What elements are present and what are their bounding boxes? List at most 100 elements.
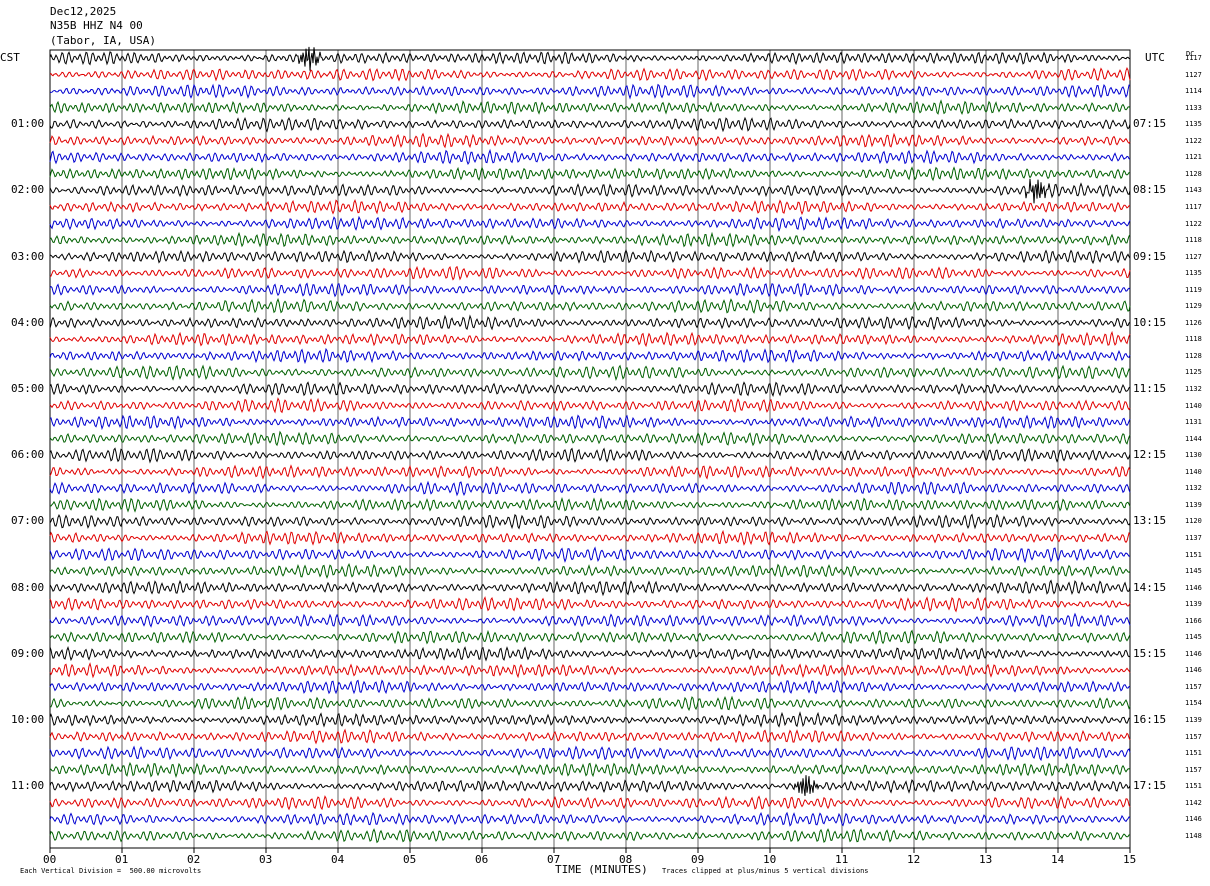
utc-time-label: 13:15 <box>1133 514 1167 528</box>
dc-offset-label: 1128 <box>1185 351 1202 360</box>
x-tick-label: 01 <box>115 853 129 866</box>
dc-offset-label: 1145 <box>1185 633 1202 642</box>
seismic-trace-row <box>49 397 1131 414</box>
seismic-trace-row <box>49 330 1131 348</box>
dc-offset-label: 1139 <box>1185 600 1202 609</box>
dc-offset-label: 1151 <box>1185 782 1202 791</box>
seismic-trace-row <box>49 513 1131 530</box>
dc-offset-label: 1166 <box>1185 616 1202 625</box>
dc-offset-label: 1154 <box>1185 699 1202 708</box>
location-label: (Tabor, IA, USA) <box>50 34 156 47</box>
seismic-trace-row <box>49 148 1131 165</box>
utc-time-label: 16:15 <box>1133 713 1167 726</box>
seismic-trace-row <box>49 612 1131 628</box>
dc-offset-label: 1135 <box>1185 269 1202 278</box>
dc-offset-label: 1118 <box>1185 236 1202 245</box>
utc-time-label: 17:15 <box>1133 779 1167 793</box>
plot-frame <box>49 49 1131 849</box>
cst-time-label: 03:00 <box>11 249 45 263</box>
cst-time-label: 02:00 <box>11 183 45 197</box>
dc-offset-label: 1117 <box>1185 202 1202 211</box>
seismic-trace-row <box>49 497 1131 513</box>
dc-offset-label: 1146 <box>1185 666 1202 675</box>
x-tick-label: 15 <box>1123 853 1137 866</box>
dc-offset-label: 1157 <box>1185 682 1202 691</box>
dc-offset-label: 1118 <box>1185 335 1202 344</box>
x-tick-label: 13 <box>979 853 993 866</box>
dc-offset-label: 1125 <box>1185 368 1202 377</box>
dc-offset-label: 1146 <box>1185 649 1202 658</box>
dc-offset-label: 1146 <box>1185 815 1202 824</box>
x-tick-label: 05 <box>403 853 417 866</box>
utc-time-label: 07:15 <box>1133 117 1167 131</box>
dc-offset-label: 1135 <box>1185 120 1202 129</box>
seismic-trace-row <box>49 265 1131 281</box>
dc-offset-label: 1144 <box>1185 434 1202 443</box>
seismic-trace-row <box>49 83 1131 100</box>
dc-axis-title: DC <box>1186 50 1195 58</box>
dc-offset-label: 1146 <box>1185 583 1202 592</box>
seismic-trace-row <box>49 178 1131 204</box>
dc-offset-label: 1126 <box>1185 318 1202 327</box>
seismic-trace-row <box>49 775 1131 796</box>
dc-offset-label: 1114 <box>1185 87 1202 96</box>
seismic-trace-row <box>49 198 1131 216</box>
dc-offset-label: 1157 <box>1185 732 1202 741</box>
seismic-trace-row <box>49 679 1131 695</box>
dc-offset-label: 1117 <box>1185 54 1202 62</box>
seismic-trace-row <box>49 381 1131 397</box>
seismic-trace-row <box>49 46 1131 71</box>
seismic-trace-row <box>49 132 1131 149</box>
dc-offset-label: 1142 <box>1185 798 1202 807</box>
x-tick-label: 06 <box>475 853 489 866</box>
cst-time-label: 10:00 <box>11 713 45 726</box>
seismic-trace-row <box>49 563 1131 579</box>
dc-offset-label: 1130 <box>1185 451 1202 460</box>
seismic-trace-row <box>49 745 1131 762</box>
seismic-trace-row <box>49 364 1131 382</box>
x-tick-label: 00 <box>43 853 57 866</box>
seismic-trace-row <box>49 728 1131 745</box>
seismic-trace-row <box>49 116 1131 133</box>
cst-time-label: 06:00 <box>11 448 45 462</box>
x-tick-label: 09 <box>691 853 705 866</box>
dc-offset-label: 1127 <box>1185 252 1202 261</box>
seismic-trace-row <box>49 795 1131 811</box>
x-tick-label: 08 <box>619 853 633 866</box>
utc-time-label: 14:15 <box>1133 580 1167 594</box>
seismic-trace-row <box>49 711 1131 728</box>
dc-offset-label: 1140 <box>1185 467 1202 476</box>
x-tick-label: 10 <box>763 853 777 866</box>
utc-time-label: 08:15 <box>1133 183 1167 197</box>
dc-offset-label: 1139 <box>1185 500 1202 509</box>
seismic-trace-row <box>49 464 1131 480</box>
seismic-trace-row <box>49 99 1131 116</box>
utc-time-label: 10:15 <box>1133 315 1167 329</box>
seismic-trace-row <box>49 282 1131 298</box>
dc-offset-label: 1127 <box>1185 70 1202 79</box>
dc-offset-label: 1122 <box>1185 136 1202 145</box>
seismic-trace-row <box>49 529 1131 546</box>
seismic-trace-row <box>49 447 1131 464</box>
dc-offset-label: 1145 <box>1185 567 1202 576</box>
cst-time-label: 11:00 <box>11 779 45 793</box>
cst-time-label: 05:00 <box>11 382 45 395</box>
seismic-trace-row <box>49 761 1131 778</box>
dc-offset-label: 1140 <box>1185 401 1202 410</box>
cst-time-label: 04:00 <box>11 315 45 329</box>
seismic-trace-row <box>49 166 1131 182</box>
seismic-trace-row <box>49 480 1131 497</box>
utc-time-label: 15:15 <box>1133 646 1167 660</box>
seismic-trace-row <box>49 231 1131 248</box>
seismic-trace-row <box>49 215 1131 232</box>
seismic-trace-row <box>49 695 1131 712</box>
dc-offset-label: 1132 <box>1185 484 1202 493</box>
utc-time-label: 12:15 <box>1133 448 1167 462</box>
dc-offset-label: 1119 <box>1185 285 1202 294</box>
seismic-trace-row <box>49 249 1131 265</box>
dc-offset-label: 1148 <box>1185 831 1202 840</box>
cst-time-label: 08:00 <box>11 580 45 594</box>
clip-note: Traces clipped at plus/minus 5 vertical … <box>662 867 869 875</box>
seismic-trace-row <box>49 414 1131 431</box>
